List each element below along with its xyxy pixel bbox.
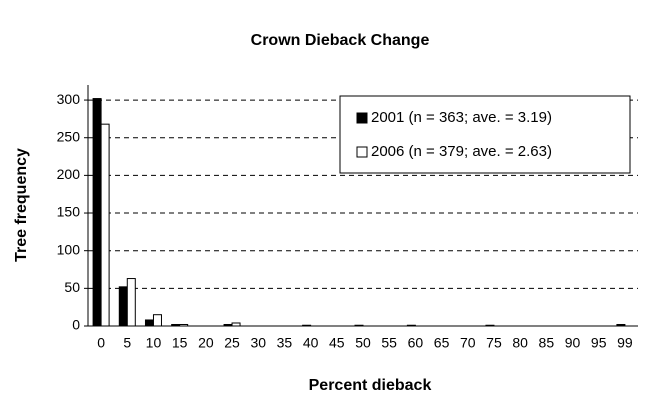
x-tick-label: 15	[172, 335, 188, 351]
legend-box	[339, 95, 631, 174]
x-tick-label: 25	[224, 335, 240, 351]
y-tick-label: 300	[57, 91, 81, 107]
bar	[302, 324, 312, 327]
x-tick-label: 95	[591, 335, 607, 351]
x-tick-label: 55	[381, 335, 397, 351]
x-tick-label: 50	[355, 335, 371, 351]
y-tick-label: 0	[72, 317, 80, 333]
x-tick-label: 90	[565, 335, 581, 351]
y-tick-label: 150	[57, 204, 81, 220]
bar	[144, 319, 154, 327]
x-tick-label: 75	[486, 335, 502, 351]
x-tick-label: 65	[434, 335, 450, 351]
bar	[231, 322, 241, 327]
x-tick-label: 85	[539, 335, 555, 351]
x-tick-label: 0	[97, 335, 105, 351]
y-tick-label: 100	[57, 241, 81, 257]
x-tick-label: 30	[250, 335, 266, 351]
x-tick-label: 45	[329, 335, 345, 351]
legend-label: 2006 (n = 379; ave. = 2.63)	[371, 143, 552, 160]
bar	[616, 323, 626, 327]
bar	[485, 324, 495, 327]
bar	[152, 314, 162, 327]
x-tick-label: 20	[198, 335, 214, 351]
y-tick-label: 200	[57, 166, 81, 182]
bar	[223, 323, 233, 327]
x-tick-label: 70	[460, 335, 476, 351]
bar	[179, 323, 189, 327]
x-tick-label: 5	[123, 335, 131, 351]
x-tick-label: 10	[146, 335, 162, 351]
legend-marker	[356, 112, 368, 124]
bar	[100, 123, 110, 327]
chart-title: Crown Dieback Change	[251, 32, 430, 49]
bar	[92, 98, 102, 327]
x-tick-label: 80	[512, 335, 528, 351]
x-tick-label: 99	[617, 335, 633, 351]
bar	[118, 286, 128, 327]
bar	[406, 324, 416, 327]
legend-label: 2001 (n = 363; ave. = 3.19)	[371, 109, 552, 126]
legend-marker	[356, 146, 368, 158]
bar	[126, 278, 136, 327]
x-axis-label: Percent dieback	[309, 377, 432, 394]
x-tick-label: 60	[408, 335, 424, 351]
x-tick-label: 35	[277, 335, 293, 351]
y-tick-label: 250	[57, 128, 81, 144]
x-tick-label: 40	[303, 335, 319, 351]
bar	[171, 323, 181, 327]
bar	[354, 324, 364, 327]
y-tick-label: 50	[64, 279, 80, 295]
y-axis-label: Tree frequency	[13, 148, 30, 262]
